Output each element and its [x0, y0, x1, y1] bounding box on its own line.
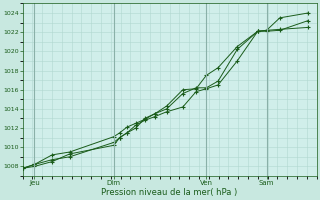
X-axis label: Pression niveau de la mer( hPa ): Pression niveau de la mer( hPa ) — [101, 188, 238, 197]
